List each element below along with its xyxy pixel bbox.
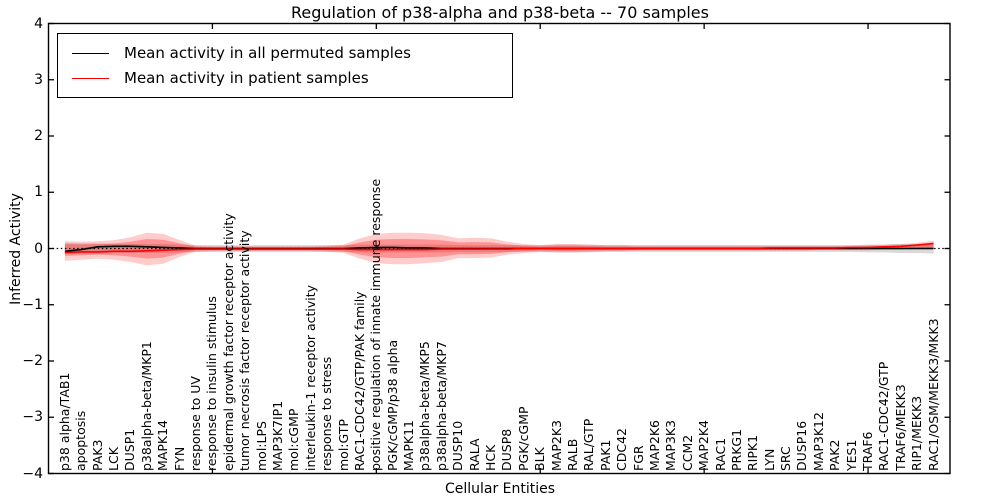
- y-tick-label: −2: [22, 353, 43, 369]
- x-tick-label: TRAF6: [860, 430, 876, 471]
- x-axis-label: Cellular Entities: [444, 481, 556, 497]
- x-tick-label: MAP3K12: [810, 411, 826, 471]
- legend-label: Mean activity in all permuted samples: [124, 44, 411, 62]
- x-tick-label: YES1: [843, 439, 859, 471]
- red-line-sample-icon: [72, 77, 109, 79]
- x-tick-label: MAP2K3: [548, 419, 564, 471]
- y-tick-label: −1: [22, 296, 43, 313]
- y-tick-label: −3: [22, 409, 43, 426]
- legend: Mean activity in all permuted samples Me…: [57, 33, 513, 98]
- x-tick-label: positive regulation of innate immune res…: [368, 178, 384, 471]
- x-tick-label: PGK/cGMP/p38 alpha: [384, 339, 400, 471]
- y-tick-label: 1: [34, 184, 43, 201]
- y-tick-label: 0: [34, 240, 43, 257]
- x-tick-label: MAP3K3: [663, 419, 679, 471]
- x-tick-label: RAC1-CDC42/GTP: [876, 361, 892, 471]
- legend-item-permuted: Mean activity in all permuted samples: [72, 44, 512, 62]
- legend-item-patient: Mean activity in patient samples: [72, 69, 512, 87]
- x-tick-label: p38alpha-beta/MKP5: [417, 340, 433, 471]
- x-tick-label: DUSP1: [122, 428, 138, 471]
- x-tick-label: FGR: [630, 444, 646, 471]
- x-tick-label: response to insulin stimulus: [204, 295, 220, 471]
- y-tick-label: 3: [34, 71, 43, 88]
- x-tick-label: PAK3: [89, 439, 105, 471]
- x-tick-label: RALB: [565, 438, 580, 471]
- x-tick-label: mol:cGMP: [286, 408, 302, 471]
- x-tick-label: MAPK11: [401, 419, 417, 471]
- x-tick-label: tumor necrosis factor receptor activity: [237, 229, 253, 471]
- x-tick-label: p38alpha-beta/MKP1: [138, 340, 154, 471]
- x-tick-label: mol:GTP: [335, 418, 351, 471]
- x-tick-label: MAP2K4: [696, 419, 712, 471]
- x-tick-label: RAC1-CDC42/GTP/PAK family: [351, 290, 367, 471]
- x-tick-label: BLK: [532, 446, 548, 471]
- x-tick-label: p38 alpha/TAB1: [56, 372, 72, 471]
- x-tick-label: PGK/cGMP: [515, 405, 531, 471]
- black-line-sample-icon: [72, 52, 109, 54]
- y-tick-label: 2: [34, 128, 43, 144]
- x-tick-label: RIPK1: [745, 434, 761, 471]
- x-tick-label: SRC: [778, 445, 794, 471]
- x-tick-label: MAPK14: [155, 419, 171, 471]
- x-tick-label: interleukin-1 receptor activity: [302, 284, 318, 471]
- x-tick-label: TRAF6/MEKK3: [892, 383, 908, 471]
- x-tick-label: DUSP8: [499, 428, 515, 471]
- x-tick-label: HCK: [483, 444, 499, 471]
- x-tick-label: LYN: [761, 448, 777, 471]
- y-tick-label: 4: [34, 15, 43, 32]
- x-tick-label: RALA: [466, 437, 482, 471]
- chart-title: Regulation of p38-alpha and p38-beta -- …: [291, 3, 709, 22]
- x-tick-label: response to stress: [319, 356, 335, 471]
- x-tick-label: DUSP10: [450, 420, 466, 471]
- x-tick-label: MAP3K7IP1: [269, 400, 285, 471]
- x-tick-label: mol:LPS: [253, 420, 269, 471]
- x-tick-label: CDC42: [614, 427, 630, 471]
- x-tick-label: DUSP16: [794, 420, 810, 471]
- x-tick-label: MAP2K6: [646, 419, 662, 471]
- x-tick-label: CCM2: [679, 434, 695, 471]
- x-tick-label: FYN: [171, 446, 187, 471]
- legend-label: Mean activity in patient samples: [124, 69, 369, 87]
- x-tick-label: PAK2: [827, 439, 843, 471]
- x-tick-label: LCK: [106, 446, 122, 471]
- x-tick-label: RAC1: [712, 437, 728, 471]
- y-tick-label: −4: [22, 465, 43, 482]
- patient-mean-line: [64, 242, 934, 254]
- x-tick-label: PRKG1: [728, 428, 744, 471]
- x-tick-label: PAK1: [597, 439, 613, 471]
- x-tick-label: response to UV: [188, 375, 204, 471]
- x-tick-label: epidermal growth factor receptor activit…: [220, 212, 236, 471]
- x-tick-label: RAC1/OSM/MEKK3/MKK3: [925, 317, 941, 471]
- x-tick-label: apoptosis: [73, 410, 89, 471]
- x-tick-label: RAL/GTP: [581, 418, 597, 471]
- x-tick-label: RIP1/MEKK3: [909, 395, 925, 471]
- x-tick-label: p38alpha-beta/MKP7: [433, 340, 449, 471]
